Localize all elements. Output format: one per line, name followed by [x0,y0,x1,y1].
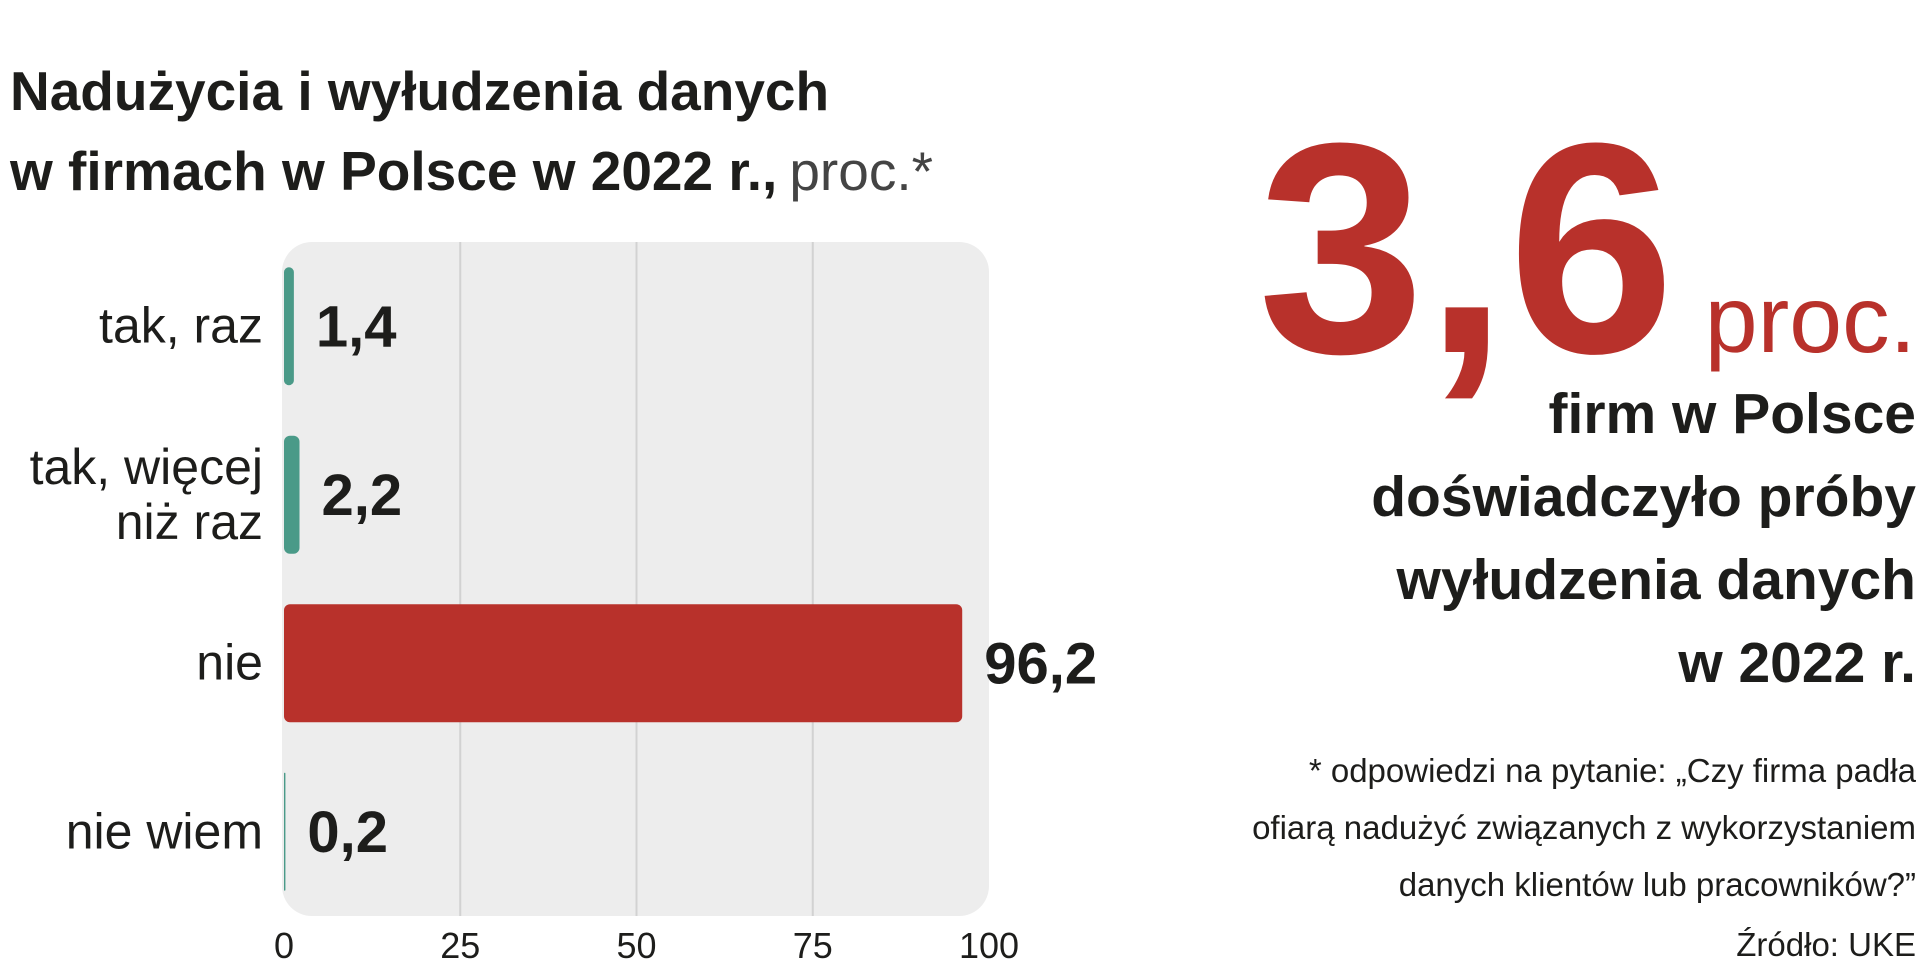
chart-title: w firmach w Polsce w 2022 r., proc.* [9,140,933,202]
bar [284,772,286,891]
highlight-text: doświadczyło próby [1371,465,1916,529]
highlight-text: firm w Polsce [1549,382,1916,446]
x-tick-label: 75 [793,925,833,966]
x-tick-label: 25 [440,925,480,966]
y-tick-label: tak, raz [99,297,263,354]
bar [284,435,300,554]
highlight-text: w 2022 r. [1677,631,1916,695]
value-label: 2,2 [322,463,403,528]
chart-unit: proc.* [789,140,933,202]
y-tick-label: nie [196,634,263,691]
x-tick-label: 50 [616,925,656,966]
bar [284,604,963,723]
highlight-unit: 3,6 proc. [1258,80,1916,416]
source: Źródło: UKE [1736,926,1916,963]
bar [284,267,294,386]
x-tick-label: 0 [274,925,294,966]
footnote: * odpowiedzi na pytanie: „Czy firma padł… [1309,752,1917,789]
value-label: 1,4 [316,294,397,359]
chart-title: Nadużycia i wyłudzenia danych [10,60,829,122]
footnote: ofiarą nadużyć związanych z wykorzystani… [1252,809,1916,846]
highlight-value: 3,6 [1258,80,1675,416]
value-label: 0,2 [307,800,388,865]
value-label: 96,2 [984,631,1097,696]
y-tick-label: tak, więcej niż raz [29,438,263,550]
chart-title: w firmach w Polsce w 2022 r., [9,140,777,202]
highlight-text: wyłudzenia danych [1396,548,1916,612]
highlight-unit: proc. [1705,267,1916,373]
footnote: danych klientów lub pracowników?” [1399,866,1916,903]
x-tick-label: 100 [959,925,1019,966]
y-tick-label: nie wiem [65,803,263,860]
